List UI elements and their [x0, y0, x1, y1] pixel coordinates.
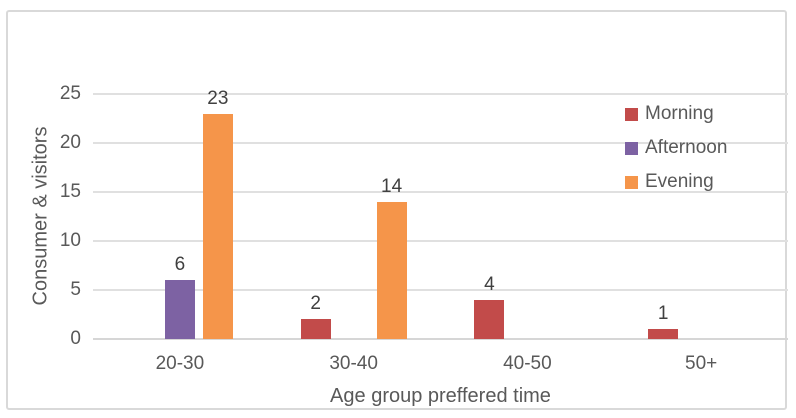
data-label: 4 [484, 273, 495, 295]
y-tick-label: 25 [59, 83, 81, 104]
legend: Morning Afternoon Evening [625, 104, 727, 192]
legend-swatch-icon [625, 107, 638, 121]
legend-item-morning: Morning [625, 104, 727, 124]
gridline-5 [93, 289, 788, 291]
bar-morning-50+ [648, 329, 679, 339]
gridline-25 [93, 93, 788, 95]
bar-evening-30-40 [376, 201, 407, 339]
y-tick-label: 15 [59, 181, 81, 202]
bar-afternoon-20-30 [164, 280, 195, 339]
x-axis-line [93, 338, 788, 340]
x-tick-label-30-40: 30-40 [329, 353, 378, 374]
y-tick-label: 20 [59, 132, 81, 153]
legend-swatch-icon [625, 141, 638, 155]
y-tick-label: 0 [70, 328, 81, 349]
plot-area: 2 4 1 6 23 14 [93, 88, 788, 340]
x-axis-ticks: 20-30 30-40 40-50 50+ [93, 353, 788, 377]
legend-swatch-icon [625, 175, 638, 189]
legend-item-afternoon: Afternoon [625, 138, 727, 158]
x-tick-label-20-30: 20-30 [155, 353, 205, 374]
bar-evening-20-30 [202, 113, 233, 339]
gridline-10 [93, 240, 788, 242]
y-axis-ticks: 0 5 10 15 20 25 [8, 83, 81, 349]
x-tick-label-50+: 50+ [685, 353, 718, 374]
data-label: 14 [381, 175, 403, 197]
data-label: 23 [207, 87, 229, 109]
data-label: 2 [310, 293, 321, 315]
legend-label: Afternoon [645, 137, 728, 158]
bar-morning-40-50 [474, 299, 505, 339]
legend-label: Morning [645, 103, 714, 124]
legend-label: Evening [645, 171, 714, 192]
data-label: 6 [174, 254, 186, 276]
gridline-20 [93, 142, 788, 144]
x-tick-label-40-50: 40-50 [503, 353, 552, 374]
x-axis-title: Age group preffered time [330, 385, 551, 407]
y-tick-label: 5 [70, 279, 81, 300]
y-tick-label: 10 [59, 230, 81, 251]
legend-item-evening: Evening [625, 172, 727, 192]
bar-morning-30-40 [300, 319, 331, 339]
data-label: 1 [657, 303, 669, 325]
chart-frame: Consumer & visitors 0 5 10 15 20 25 2 4 1 6 23 14 … [6, 10, 788, 410]
gridline-15 [93, 191, 788, 193]
